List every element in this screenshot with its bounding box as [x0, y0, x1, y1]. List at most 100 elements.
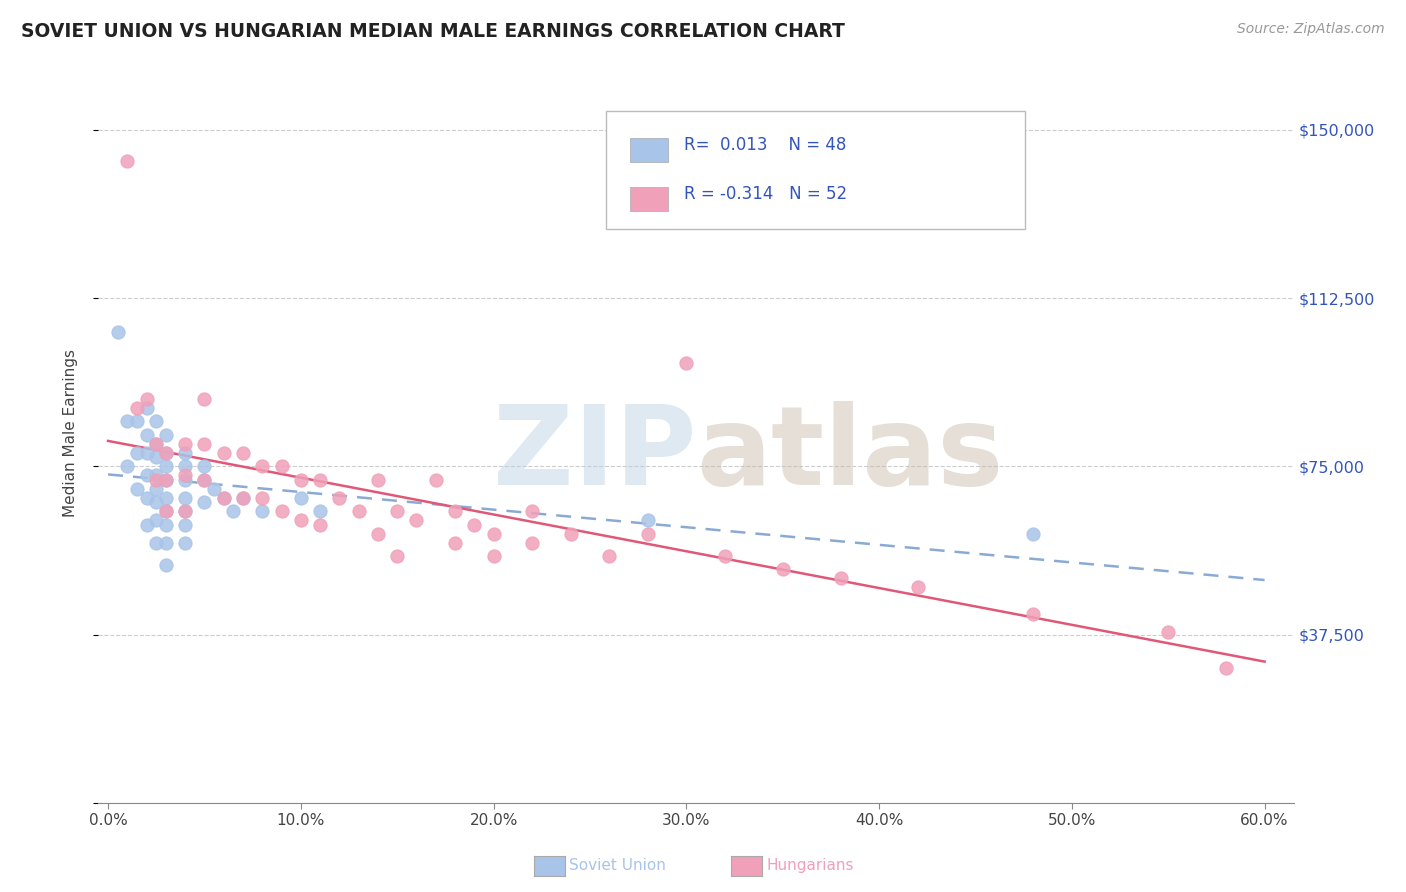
- Point: [193, 473, 215, 487]
- Point: [145, 468, 167, 483]
- Point: [232, 491, 254, 505]
- Text: R = -0.314   N = 52: R = -0.314 N = 52: [685, 186, 848, 203]
- Point: [155, 473, 177, 487]
- Point: [309, 473, 332, 487]
- Point: [155, 459, 177, 474]
- Point: [193, 437, 215, 451]
- Text: Hungarians: Hungarians: [766, 858, 853, 872]
- Point: [637, 513, 659, 527]
- Point: [232, 491, 254, 505]
- Point: [328, 491, 350, 505]
- Point: [830, 571, 852, 585]
- Point: [290, 491, 312, 505]
- Point: [174, 517, 197, 532]
- Point: [212, 446, 235, 460]
- Text: ZIP: ZIP: [492, 401, 696, 508]
- Point: [252, 491, 274, 505]
- Y-axis label: Median Male Earnings: Median Male Earnings: [63, 349, 77, 516]
- Point: [155, 558, 177, 572]
- Text: R=  0.013    N = 48: R= 0.013 N = 48: [685, 136, 846, 154]
- Text: Soviet Union: Soviet Union: [569, 858, 666, 872]
- Point: [145, 482, 167, 496]
- Point: [193, 495, 215, 509]
- Point: [174, 468, 197, 483]
- Point: [222, 504, 245, 518]
- Bar: [630, 186, 668, 211]
- Point: [117, 414, 139, 428]
- Point: [290, 513, 312, 527]
- Point: [135, 428, 157, 442]
- Point: [174, 473, 197, 487]
- Point: [202, 482, 225, 496]
- Point: [174, 504, 197, 518]
- Point: [174, 437, 197, 451]
- Point: [1215, 661, 1237, 675]
- Point: [482, 526, 505, 541]
- Point: [1022, 607, 1045, 622]
- Text: atlas: atlas: [696, 401, 1004, 508]
- Point: [145, 450, 167, 465]
- Point: [135, 468, 157, 483]
- Point: [174, 446, 197, 460]
- Point: [212, 491, 235, 505]
- Point: [385, 504, 409, 518]
- Point: [444, 535, 467, 549]
- Point: [125, 401, 148, 415]
- Point: [155, 473, 177, 487]
- Point: [252, 459, 274, 474]
- Point: [145, 535, 167, 549]
- Point: [463, 517, 485, 532]
- Point: [193, 473, 215, 487]
- Point: [135, 446, 157, 460]
- Point: [193, 392, 215, 406]
- Bar: [630, 138, 668, 161]
- Point: [145, 414, 167, 428]
- Point: [174, 535, 197, 549]
- Point: [135, 517, 157, 532]
- Point: [155, 535, 177, 549]
- Point: [155, 517, 177, 532]
- Point: [155, 428, 177, 442]
- Point: [117, 154, 139, 169]
- Point: [270, 504, 292, 518]
- Point: [174, 459, 197, 474]
- Point: [145, 473, 167, 487]
- Text: Source: ZipAtlas.com: Source: ZipAtlas.com: [1237, 22, 1385, 37]
- Point: [174, 491, 197, 505]
- Point: [637, 526, 659, 541]
- Point: [145, 437, 167, 451]
- Point: [309, 504, 332, 518]
- Point: [560, 526, 582, 541]
- Point: [425, 473, 447, 487]
- Point: [155, 504, 177, 518]
- Point: [444, 504, 467, 518]
- Point: [907, 581, 929, 595]
- Point: [135, 392, 157, 406]
- Point: [155, 446, 177, 460]
- Point: [367, 473, 389, 487]
- Point: [174, 504, 197, 518]
- Point: [1022, 526, 1045, 541]
- Point: [290, 473, 312, 487]
- Point: [125, 446, 148, 460]
- Point: [675, 356, 697, 370]
- Point: [155, 446, 177, 460]
- Point: [520, 504, 543, 518]
- Point: [135, 401, 157, 415]
- Point: [367, 526, 389, 541]
- Point: [212, 491, 235, 505]
- Point: [193, 459, 215, 474]
- Point: [145, 513, 167, 527]
- Point: [107, 325, 129, 339]
- Point: [1157, 625, 1180, 640]
- Point: [125, 414, 148, 428]
- Point: [385, 549, 409, 563]
- Point: [270, 459, 292, 474]
- Point: [347, 504, 370, 518]
- Point: [405, 513, 427, 527]
- Point: [145, 437, 167, 451]
- Point: [520, 535, 543, 549]
- Point: [155, 491, 177, 505]
- Point: [145, 495, 167, 509]
- Point: [714, 549, 737, 563]
